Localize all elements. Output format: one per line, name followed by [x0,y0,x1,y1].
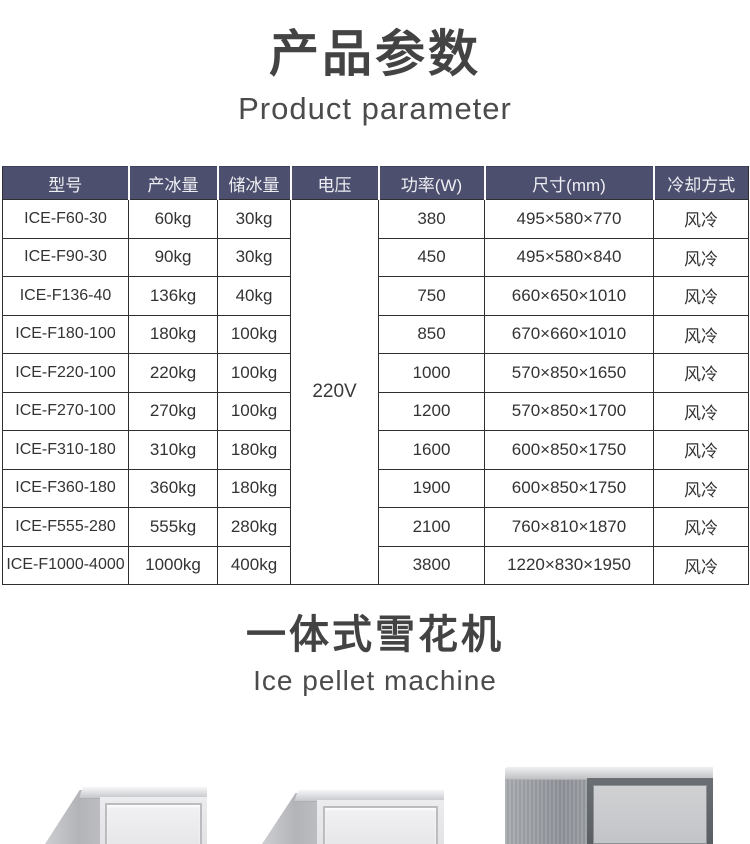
table-row: ICE-F180-100 180kg 100kg 850 670×660×101… [2,314,749,354]
cell-ice-storage: 280kg [217,507,291,547]
col-header-ice-storage: 储冰量 [217,166,292,200]
cell-cooling: 风冷 [653,353,749,393]
cell-power: 1600 [378,430,485,470]
cell-ice-output: 310kg [128,430,218,470]
cell-model: ICE-F90-30 [2,237,129,277]
table-row: ICE-F60-30 60kg 30kg 220V 380 495×580×77… [2,199,749,585]
cell-model: ICE-F1000-4000 [2,545,129,585]
table-row: ICE-F90-30 90kg 30kg 450 495×580×840 风冷 [2,237,749,277]
cell-ice-output: 60kg [128,199,218,239]
cell-size: 660×650×1010 [484,276,654,316]
ice-machine-photo-small [45,784,207,844]
col-header-model: 型号 [2,166,130,200]
table-row: ICE-F360-180 360kg 180kg 1900 600×850×17… [2,468,749,508]
cell-power: 1900 [378,468,485,508]
cell-ice-storage: 100kg [217,391,291,431]
cell-power: 1000 [378,353,485,393]
cell-size: 570×850×1700 [484,391,654,431]
table-row: ICE-F220-100 220kg 100kg 1000 570×850×16… [2,353,749,393]
cell-power: 450 [378,237,485,277]
cell-size: 760×810×1870 [484,507,654,547]
cell-cooling: 风冷 [653,237,749,277]
cell-cooling: 风冷 [653,314,749,354]
cell-ice-output: 220kg [128,353,218,393]
cell-ice-storage: 40kg [217,276,291,316]
cell-ice-output: 90kg [128,237,218,277]
machine-door [323,806,438,844]
cell-voltage-merged: 220V [290,199,379,585]
cell-power: 1200 [378,391,485,431]
cell-size: 495×580×770 [484,199,654,239]
cell-cooling: 风冷 [653,545,749,585]
cell-ice-output: 360kg [128,468,218,508]
cell-model: ICE-F310-180 [2,430,129,470]
cell-cooling: 风冷 [653,507,749,547]
cell-ice-storage: 180kg [217,430,291,470]
machine-door [593,785,707,844]
cell-ice-storage: 100kg [217,314,291,354]
cell-cooling: 风冷 [653,468,749,508]
cell-ice-output: 270kg [128,391,218,431]
cell-power: 3800 [378,545,485,585]
cell-ice-output: 555kg [128,507,218,547]
cell-size: 495×580×840 [484,237,654,277]
cell-model: ICE-F60-30 [2,199,129,239]
machine-door [105,803,202,844]
col-header-voltage: 电压 [290,166,380,200]
table-row: ICE-F270-100 270kg 100kg 1200 570×850×17… [2,391,749,431]
col-header-cooling: 冷却方式 [653,166,749,200]
col-header-ice-output: 产冰量 [128,166,219,200]
section-title-zh: 一体式雪花机 [246,612,504,657]
cell-size: 600×850×1750 [484,430,654,470]
ice-pellet-machine-heading: 一体式雪花机 Ice pellet machine [0,612,750,698]
machine-front-face [100,797,207,844]
cell-size: 570×850×1650 [484,353,654,393]
col-header-size: 尺寸(mm) [484,166,655,200]
cell-model: ICE-F270-100 [2,391,129,431]
cell-model: ICE-F136-40 [2,276,129,316]
page-title-zh: 产品参数 [269,26,481,82]
ice-machine-photo-medium [262,786,444,844]
cell-power: 850 [378,314,485,354]
cell-size: 670×660×1010 [484,314,654,354]
cell-ice-output: 180kg [128,314,218,354]
cell-ice-storage: 30kg [217,199,291,239]
cell-size: 600×850×1750 [484,468,654,508]
cell-cooling: 风冷 [653,391,749,431]
cell-model: ICE-F220-100 [2,353,129,393]
product-parameter-heading: 产品参数 Product parameter [0,26,750,127]
page-title-en: Product parameter [238,90,512,126]
cell-cooling: 风冷 [653,276,749,316]
cell-model: ICE-F360-180 [2,468,129,508]
ice-machine-photo-large [503,764,713,844]
cell-cooling: 风冷 [653,199,749,239]
machine-front-face [317,800,444,844]
section-title-en: Ice pellet machine [253,665,497,696]
machine-side-panel [505,774,587,844]
cell-model: ICE-F555-280 [2,507,129,547]
cell-ice-storage: 100kg [217,353,291,393]
table-row: ICE-F136-40 136kg 40kg 750 660×650×1010 … [2,276,749,316]
cell-power: 750 [378,276,485,316]
cell-ice-output: 136kg [128,276,218,316]
cell-size: 1220×830×1950 [484,545,654,585]
machine-front-face [587,778,713,844]
cell-model: ICE-F180-100 [2,314,129,354]
cell-ice-storage: 180kg [217,468,291,508]
col-header-power: 功率(W) [378,166,486,200]
table-row: ICE-F1000-4000 1000kg 400kg 3800 1220×83… [2,545,749,585]
cell-power: 380 [378,199,485,239]
spec-table: 型号 产冰量 储冰量 电压 功率(W) 尺寸(mm) 冷却方式 ICE-F60-… [2,166,749,585]
cell-power: 2100 [378,507,485,547]
table-row: ICE-F310-180 310kg 180kg 1600 600×850×17… [2,430,749,470]
cell-ice-storage: 400kg [217,545,291,585]
table-header-row: 型号 产冰量 储冰量 电压 功率(W) 尺寸(mm) 冷却方式 [2,166,749,200]
cell-cooling: 风冷 [653,430,749,470]
cell-ice-output: 1000kg [128,545,218,585]
cell-ice-storage: 30kg [217,237,291,277]
